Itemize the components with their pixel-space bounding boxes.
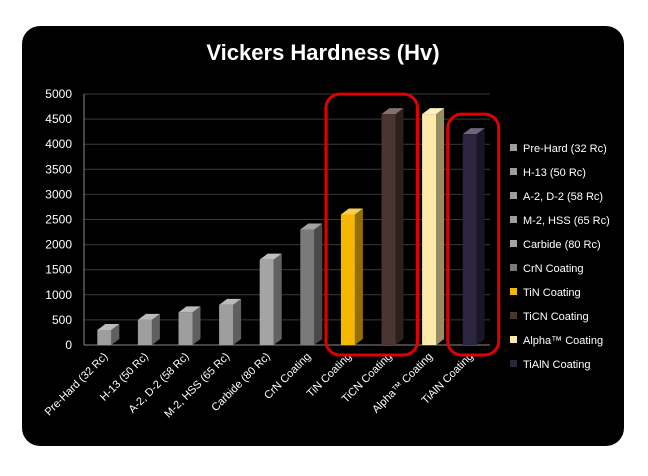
y-tick-label: 1500: [45, 263, 72, 277]
legend-swatch: [510, 264, 517, 271]
bar-side: [233, 298, 242, 345]
bar: [137, 313, 160, 345]
legend-swatch: [510, 240, 517, 247]
bar: [462, 128, 485, 345]
legend-label: TiN Coating: [523, 287, 581, 299]
bar-side: [354, 208, 363, 345]
bar-front: [422, 114, 437, 345]
legend-label: H-13 (50 Rc): [523, 167, 586, 179]
bar-front: [178, 312, 193, 345]
bar-top: [300, 223, 323, 230]
bar-top: [178, 306, 201, 313]
bar-front: [137, 319, 152, 345]
bar-side: [314, 223, 323, 345]
bar-side: [436, 108, 445, 345]
y-tick-label: 500: [52, 313, 72, 327]
bar-front: [219, 304, 234, 345]
y-tick-label: 2500: [45, 213, 72, 227]
legend-swatch: [510, 360, 517, 367]
legend-label: TiAlN Coating: [523, 359, 590, 371]
bar-top: [97, 323, 120, 330]
chart-title: Vickers Hardness (Hv): [206, 40, 439, 65]
legend-label: CrN Coating: [523, 263, 584, 275]
bar-top: [381, 108, 404, 115]
bar-top: [340, 208, 363, 215]
bar: [340, 208, 363, 345]
bar: [259, 253, 282, 345]
bar: [422, 108, 445, 345]
bar-top: [422, 108, 445, 115]
bar-side: [476, 128, 485, 345]
bar: [97, 323, 120, 345]
y-tick-label: 3500: [45, 162, 72, 176]
bar-side: [273, 253, 282, 345]
bar-side: [111, 323, 120, 345]
highlight-boxes: [324, 92, 501, 357]
y-tick-label: 5000: [45, 87, 72, 101]
bar-front: [259, 259, 274, 345]
bar-top: [219, 298, 242, 305]
y-tick-label: 4000: [45, 137, 72, 151]
legend-label: A-2, D-2 (58 Rc): [523, 191, 603, 203]
bar: [300, 223, 323, 345]
y-tick-label: 2000: [45, 238, 72, 252]
bar: [381, 108, 404, 345]
bar-front: [97, 329, 112, 345]
legend-swatch: [510, 336, 517, 343]
y-tick-label: 0: [65, 338, 72, 352]
bar-front: [340, 214, 355, 345]
legend-label: TiCN Coating: [523, 311, 589, 323]
legend-label: M-2, HSS (65 Rc): [523, 215, 610, 227]
legend-label: Pre-Hard (32 Rc): [523, 143, 607, 155]
y-tick-label: 1000: [45, 288, 72, 302]
bar-top: [462, 128, 485, 135]
legend-swatch: [510, 168, 517, 175]
legend: Pre-Hard (32 Rc) H-13 (50 Rc) A-2, D-2 (58…: [510, 143, 610, 371]
bar-front: [381, 114, 396, 345]
legend-swatch: [510, 192, 517, 199]
y-tick-label: 3000: [45, 187, 72, 201]
y-tick-label: 4500: [45, 112, 72, 126]
legend-swatch: [510, 216, 517, 223]
legend-swatch: [510, 144, 517, 151]
highlight-box: [446, 112, 501, 357]
bar-front: [462, 134, 477, 345]
bar-top: [137, 313, 160, 320]
highlight-box: [324, 92, 419, 357]
bar-top: [259, 253, 282, 260]
bar-front: [300, 229, 315, 345]
bar-side: [395, 108, 404, 345]
y-axis-ticks: 0 500 1000 1500 2000 2500 3000 3500 4000 4500 5000: [45, 87, 72, 352]
bar: [178, 306, 201, 345]
bars: [97, 108, 485, 345]
legend-swatch: [510, 312, 517, 319]
legend-label: Alpha™ Coating: [523, 335, 603, 347]
bar-side: [192, 306, 201, 345]
bar-side: [151, 313, 160, 345]
legend-swatch: [510, 288, 517, 295]
bar: [219, 298, 242, 345]
legend-label: Carbide (80 Rc): [523, 239, 601, 251]
